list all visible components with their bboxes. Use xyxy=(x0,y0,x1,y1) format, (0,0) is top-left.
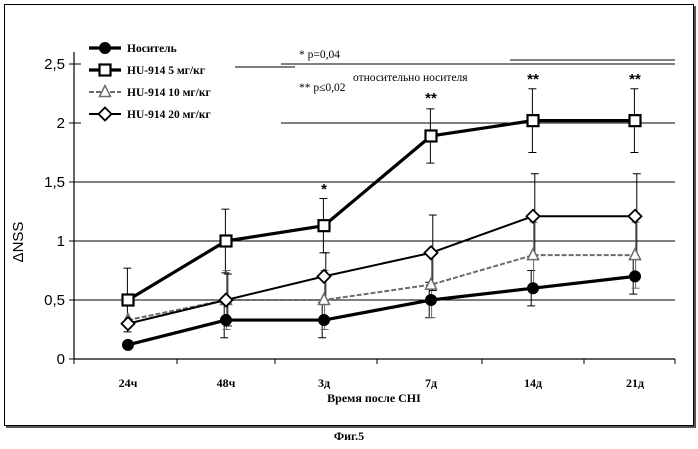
data-point xyxy=(527,210,540,223)
p-value-note-1: * p=0,04 xyxy=(299,49,340,61)
y-tick-label: 0 xyxy=(57,351,65,368)
series-line-1 xyxy=(128,276,635,344)
data-point xyxy=(221,236,232,247)
legend-label: Носитель xyxy=(127,43,177,55)
data-point xyxy=(221,315,232,326)
series-line-2 xyxy=(128,121,635,300)
legend-label: HU-914 5 мг/кг xyxy=(127,65,205,77)
data-point xyxy=(319,294,330,305)
x-axis-title: Время после CHI xyxy=(327,391,421,405)
data-point xyxy=(528,283,539,294)
y-tick-label: 1,5 xyxy=(44,174,65,191)
series-layer xyxy=(122,115,642,350)
significance-marker: ** xyxy=(425,90,437,107)
y-tick-label: 0,5 xyxy=(44,292,65,309)
line-chart: ΔNSS Время после CHI 0 0,5 1 1,5 2 2,5 24ч 48ч 3… xyxy=(5,5,693,425)
y-tick-label: 2,5 xyxy=(44,56,65,73)
annotation-notes: * p=0,04 ** p≤0,02 относительно носителя xyxy=(299,49,468,94)
data-point xyxy=(629,210,642,223)
data-point xyxy=(319,220,330,231)
p-value-note-2: ** p≤0,02 xyxy=(299,82,346,94)
data-point xyxy=(426,295,437,306)
data-point xyxy=(630,271,641,282)
data-point xyxy=(528,115,539,126)
y-axis-title: ΔNSS xyxy=(10,222,27,263)
significance-marker: ** xyxy=(527,71,539,88)
significance-marker: ** xyxy=(629,71,641,88)
figure-caption: Фиг.5 xyxy=(0,429,698,444)
data-point xyxy=(319,315,330,326)
series-line-4 xyxy=(128,216,635,323)
y-tick-label: 2 xyxy=(57,115,65,132)
x-tick-label: 3д xyxy=(318,376,330,390)
data-point xyxy=(630,249,641,260)
relative-note: относительно носителя xyxy=(353,72,468,84)
data-point xyxy=(318,270,331,283)
x-tick-label: 24ч xyxy=(119,376,138,390)
chart-frame: ΔNSS Время после CHI 0 0,5 1 1,5 2 2,5 24ч 48ч 3… xyxy=(4,4,694,426)
x-tick-label: 14д xyxy=(524,376,542,390)
data-point xyxy=(425,246,438,259)
x-tick-label: 7д xyxy=(425,376,437,390)
data-point xyxy=(426,130,437,141)
legend-label: HU-914 20 мг/кг xyxy=(127,109,211,121)
legend-marker xyxy=(100,65,111,76)
x-tick-label: 21д xyxy=(626,376,644,390)
data-point xyxy=(123,339,134,350)
y-tick-label: 1 xyxy=(57,233,65,250)
significance-marker: * xyxy=(321,181,327,198)
legend-label: HU-914 10 мг/кг xyxy=(127,87,211,99)
data-point xyxy=(630,115,641,126)
x-tick-label: 48ч xyxy=(217,376,236,390)
significance-layer: ******* xyxy=(321,71,641,198)
data-point xyxy=(123,295,134,306)
legend-marker xyxy=(100,43,111,54)
